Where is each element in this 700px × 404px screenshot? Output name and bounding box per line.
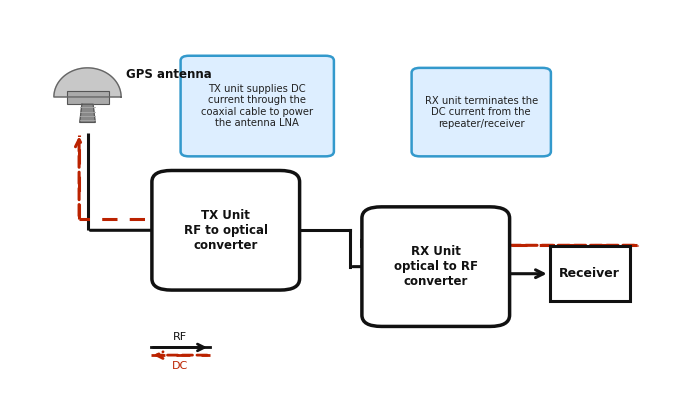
Bar [66, 91, 108, 104]
Text: Receiver: Receiver [559, 267, 620, 280]
Text: RX unit terminates the
DC current from the
repeater/receiver: RX unit terminates the DC current from t… [425, 95, 538, 129]
Text: RX Unit
optical to RF
converter: RX Unit optical to RF converter [394, 245, 478, 288]
Polygon shape [80, 104, 95, 122]
FancyBboxPatch shape [181, 56, 334, 156]
Text: TX unit supplies DC
current through the
coaxial cable to power
the antenna LNA: TX unit supplies DC current through the … [201, 84, 314, 128]
Text: GPS antenna: GPS antenna [126, 68, 211, 81]
Polygon shape [54, 68, 121, 97]
FancyBboxPatch shape [412, 68, 551, 156]
Text: Fibre: Fibre [358, 238, 393, 251]
Text: RF: RF [173, 332, 188, 342]
Text: DC: DC [172, 361, 188, 371]
Bar [550, 246, 630, 301]
FancyBboxPatch shape [152, 170, 300, 290]
Text: TX Unit
RF to optical
converter: TX Unit RF to optical converter [183, 209, 267, 252]
FancyBboxPatch shape [362, 207, 510, 326]
